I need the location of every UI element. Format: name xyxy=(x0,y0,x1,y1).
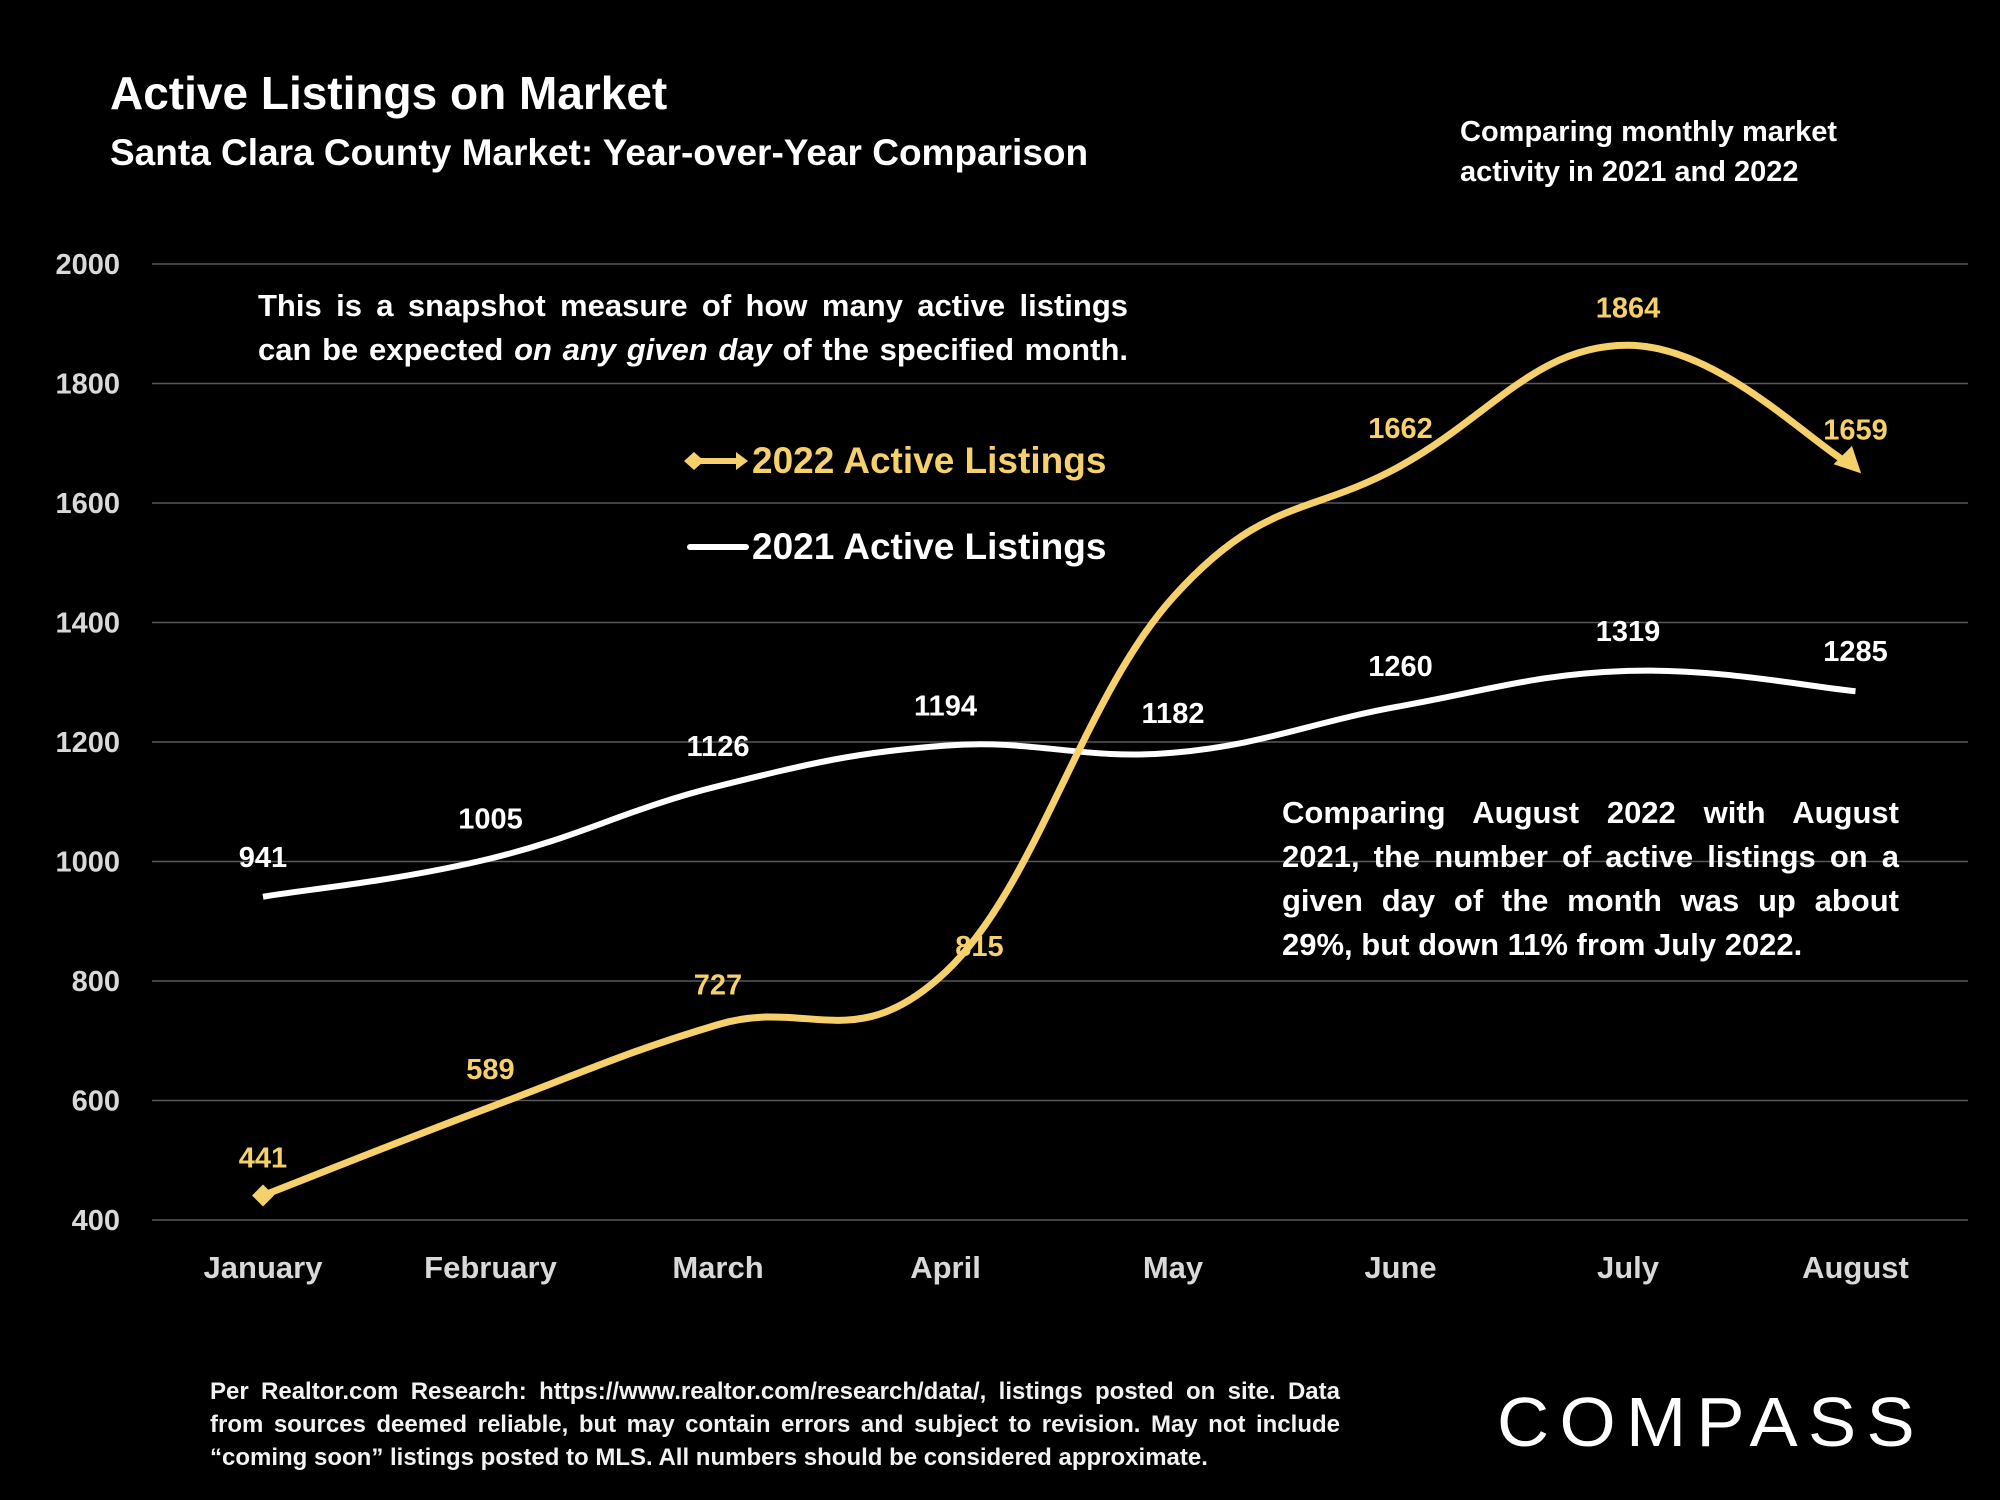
y-tick-label: 400 xyxy=(72,1205,120,1237)
grid-lines xyxy=(152,263,1968,1221)
legend-label-2021: 2021 Active Listings xyxy=(752,526,1107,567)
data-label-2021: 1285 xyxy=(1823,636,1888,668)
data-label-2021: 1260 xyxy=(1368,651,1433,683)
series-2022-end-arrow xyxy=(1833,445,1862,474)
data-label-2021: 1126 xyxy=(687,731,750,763)
x-tick-label: January xyxy=(204,1250,324,1285)
data-label-2022: 727 xyxy=(694,970,742,1002)
snapshot-note-emphasis: on any given day xyxy=(514,332,772,367)
data-label-2021: 1005 xyxy=(458,804,523,836)
legend-item-2022: 2022 Active Listings xyxy=(680,436,1106,486)
source-footnote: Per Realtor.com Research: https://www.re… xyxy=(210,1378,1340,1471)
data-label-2022: 815 xyxy=(955,931,1003,963)
data-label-2021: 1182 xyxy=(1142,698,1205,730)
y-tick-label: 1800 xyxy=(55,369,120,401)
series-2022-start-marker xyxy=(252,1184,274,1207)
comparison-note: Comparing August 2022 with August 2021, … xyxy=(1282,795,1899,962)
legend-label-2022: 2022 Active Listings xyxy=(752,440,1107,481)
y-tick-label: 800 xyxy=(72,966,120,998)
data-labels: 941 1005 1126 1194 1182 1260 1319 1285 441 589 727… xyxy=(239,292,1888,1174)
compass-logo: COMPASS xyxy=(1497,1380,1927,1461)
y-tick-label: 1000 xyxy=(55,847,120,879)
data-label-2022: 1659 xyxy=(1823,415,1888,447)
data-label-2021: 1194 xyxy=(914,691,977,723)
y-tick-label: 1600 xyxy=(55,488,120,520)
series-line-2021 xyxy=(262,667,1856,900)
snapshot-note-tail: of the specified month. xyxy=(771,332,1128,367)
corner-note: Comparing monthly market activity in 202… xyxy=(1460,116,1838,188)
x-axis: January February March April May June July Augu… xyxy=(204,1250,1909,1285)
data-label-2022: 1864 xyxy=(1596,292,1661,324)
x-tick-label: June xyxy=(1364,1250,1436,1285)
x-tick-label: March xyxy=(672,1250,763,1285)
chart-title: Active Listings on Market xyxy=(110,67,668,119)
series-lines xyxy=(252,341,1862,1207)
y-tick-label: 2000 xyxy=(55,249,120,281)
y-tick-label: 1400 xyxy=(55,608,120,640)
legend-swatch-2021-icon xyxy=(687,544,749,550)
y-tick-label: 600 xyxy=(72,1086,120,1118)
series-line-2022 xyxy=(261,341,1858,1199)
y-tick-label: 1200 xyxy=(55,727,120,759)
chart-subtitle: Santa Clara County Market: Year-over-Yea… xyxy=(110,132,1089,173)
svg-text:COMPASS: COMPASS xyxy=(1497,1383,1925,1460)
x-tick-label: July xyxy=(1597,1250,1660,1285)
legend-item-2021: 2021 Active Listings xyxy=(680,522,1106,572)
x-tick-label: August xyxy=(1802,1250,1909,1285)
data-label-2022: 441 xyxy=(239,1143,287,1175)
x-tick-label: February xyxy=(424,1250,557,1285)
compass-logo-icon: COMPASS xyxy=(1497,1383,1925,1461)
data-label-2021: 941 xyxy=(239,842,287,874)
snapshot-note-text: This is a snapshot measure of how many a… xyxy=(258,288,1128,367)
data-label-2022: 1662 xyxy=(1368,413,1433,445)
x-tick-label: April xyxy=(910,1250,981,1285)
data-label-2021: 1319 xyxy=(1596,616,1661,648)
snapshot-note: This is a snapshot measure of how many a… xyxy=(258,284,1128,372)
data-label-2022: 589 xyxy=(466,1054,514,1086)
legend-swatch-2022-icon xyxy=(684,452,748,470)
y-axis: 400 600 800 1000 1200 1400 1600 1800 2000 xyxy=(55,249,120,1237)
x-tick-label: May xyxy=(1143,1250,1204,1285)
